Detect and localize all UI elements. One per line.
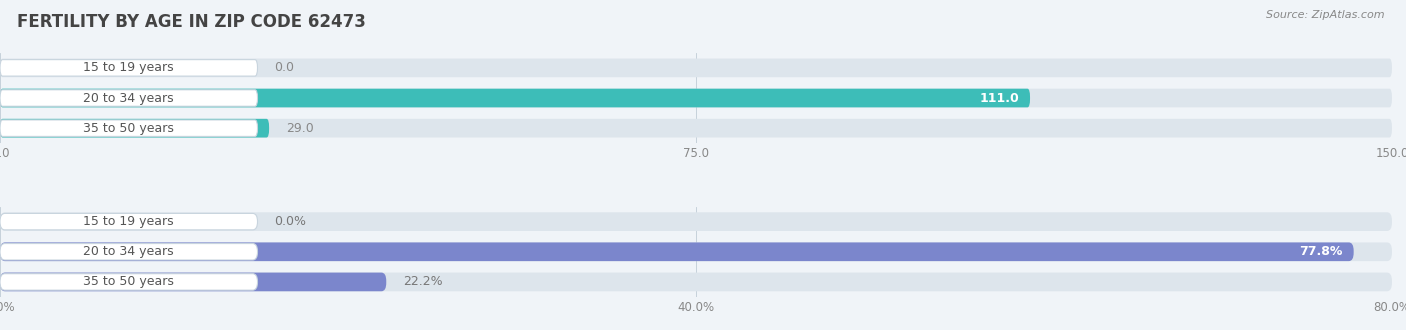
FancyBboxPatch shape xyxy=(0,243,1392,261)
Text: FERTILITY BY AGE IN ZIP CODE 62473: FERTILITY BY AGE IN ZIP CODE 62473 xyxy=(17,13,366,31)
FancyBboxPatch shape xyxy=(0,214,257,230)
Text: 20 to 34 years: 20 to 34 years xyxy=(83,91,174,105)
FancyBboxPatch shape xyxy=(0,90,257,106)
FancyBboxPatch shape xyxy=(0,58,1392,77)
FancyBboxPatch shape xyxy=(0,89,1392,107)
FancyBboxPatch shape xyxy=(0,274,257,290)
Text: 0.0: 0.0 xyxy=(274,61,294,74)
Text: 35 to 50 years: 35 to 50 years xyxy=(83,122,174,135)
Text: 20 to 34 years: 20 to 34 years xyxy=(83,245,174,258)
FancyBboxPatch shape xyxy=(0,243,1354,261)
Text: 35 to 50 years: 35 to 50 years xyxy=(83,276,174,288)
FancyBboxPatch shape xyxy=(0,273,387,291)
FancyBboxPatch shape xyxy=(0,120,257,136)
FancyBboxPatch shape xyxy=(0,273,1392,291)
FancyBboxPatch shape xyxy=(0,244,257,260)
Text: 15 to 19 years: 15 to 19 years xyxy=(83,215,174,228)
FancyBboxPatch shape xyxy=(0,119,269,138)
Text: Source: ZipAtlas.com: Source: ZipAtlas.com xyxy=(1267,10,1385,20)
FancyBboxPatch shape xyxy=(0,212,1392,231)
Text: 22.2%: 22.2% xyxy=(404,276,443,288)
FancyBboxPatch shape xyxy=(0,119,1392,138)
Text: 111.0: 111.0 xyxy=(979,91,1019,105)
Text: 29.0: 29.0 xyxy=(285,122,314,135)
FancyBboxPatch shape xyxy=(0,89,1031,107)
FancyBboxPatch shape xyxy=(0,60,257,76)
Text: 77.8%: 77.8% xyxy=(1299,245,1343,258)
Text: 0.0%: 0.0% xyxy=(274,215,307,228)
Text: 15 to 19 years: 15 to 19 years xyxy=(83,61,174,74)
